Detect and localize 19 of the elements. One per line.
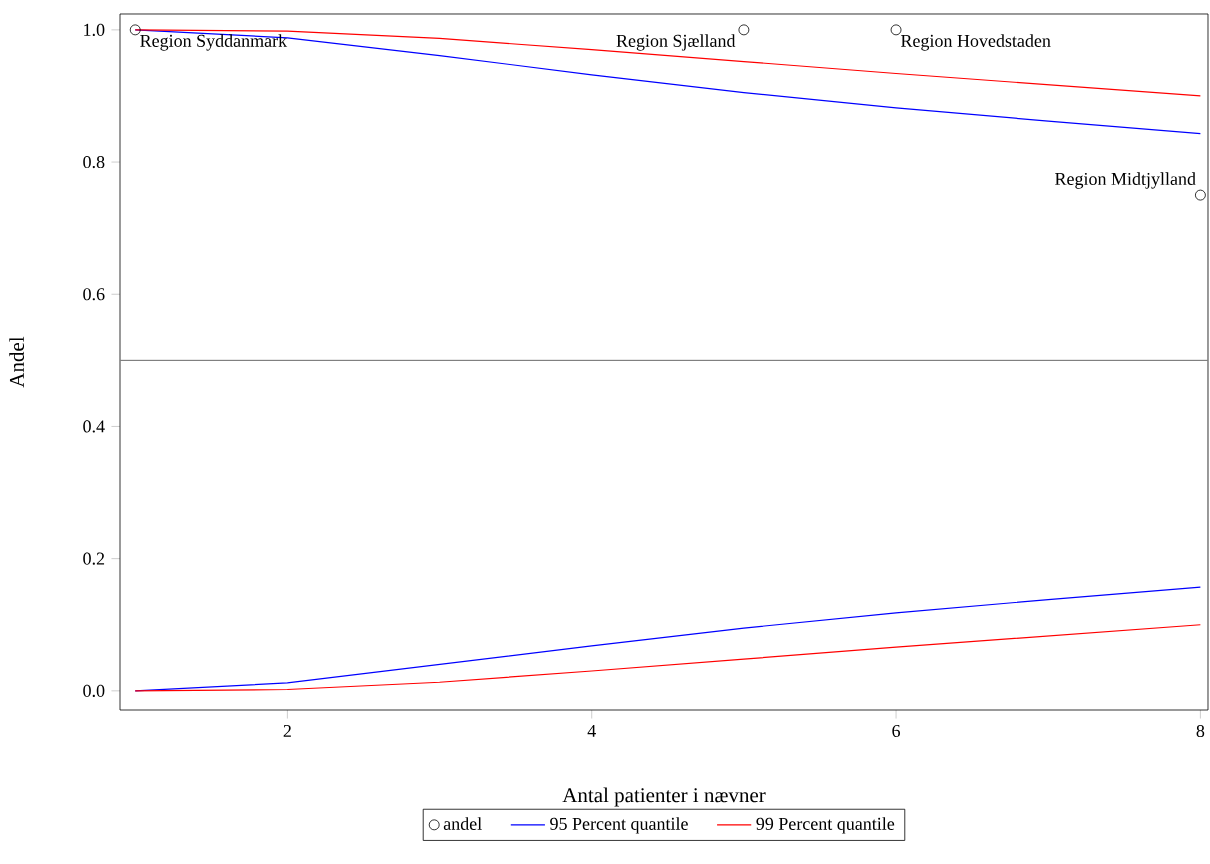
legend-label: 95 Percent quantile: [550, 817, 688, 834]
y-tick-label: 0.0: [83, 684, 105, 697]
x-axis-title: Antal patienter i nævner: [562, 787, 766, 807]
y-tick-label: 0.6: [83, 288, 105, 301]
y-tick-label: 0.4: [83, 420, 105, 433]
annotation: Region Sjælland: [616, 34, 736, 51]
y-axis-title: Andel: [9, 336, 25, 388]
y-tick-label: 0.8: [83, 155, 105, 169]
legend-label: 99 Percent quantile: [756, 817, 895, 834]
annotation: Region Hovedstaden: [900, 34, 1051, 51]
x-tick-label: 4: [587, 724, 596, 737]
x-tick-label: 2: [283, 724, 291, 737]
annotation: Region Midtjylland: [1055, 172, 1196, 189]
annotation: Region Syddanmark: [140, 34, 288, 51]
y-tick-label: 1.0: [84, 23, 105, 36]
y-tick-label: 0.2: [83, 552, 105, 565]
x-tick-label: 8: [1196, 724, 1205, 738]
x-tick-label: 6: [892, 724, 901, 738]
legend-label: andel: [443, 817, 482, 830]
